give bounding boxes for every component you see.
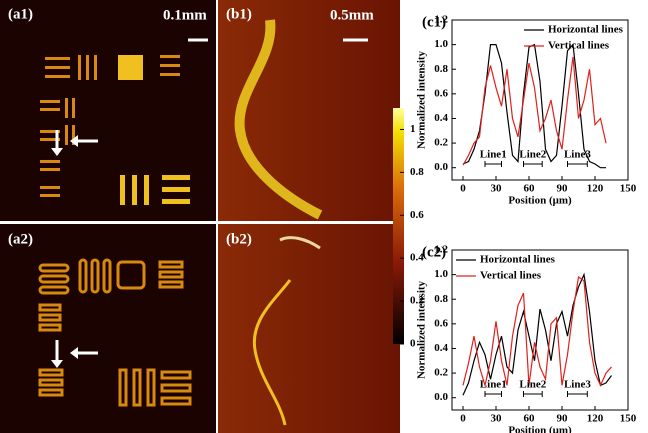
- bracket: [485, 391, 502, 397]
- y-tick-label: 0.8: [434, 63, 448, 75]
- bracket: [524, 391, 543, 397]
- y-axis-label: Normalized intensity: [416, 50, 428, 149]
- y-tick-label: 0.4: [434, 342, 448, 354]
- panel-label: (a2): [8, 231, 33, 247]
- x-tick-label: 60: [524, 183, 536, 195]
- bracket: [568, 391, 588, 397]
- y-tick-label: 0.8: [434, 293, 448, 305]
- y-axis-label: Normalized intensity: [416, 280, 428, 379]
- annotation: Line2: [519, 379, 546, 391]
- y-tick-label: 0.2: [434, 137, 448, 149]
- annotation: Line2: [519, 149, 546, 161]
- chart-title: (c1): [422, 14, 446, 30]
- panel-label: (b2): [226, 231, 252, 247]
- x-tick-label: 60: [524, 413, 536, 425]
- x-tick-label: 30: [491, 183, 503, 195]
- x-tick-label: 150: [620, 183, 637, 195]
- colorbar-tick-label: 0.6: [410, 209, 424, 221]
- x-axis-label: Position (μm): [508, 425, 572, 433]
- legend-label: Vertical lines: [480, 270, 542, 282]
- x-axis-label: Position (μm): [508, 195, 572, 207]
- y-tick-label: 0.0: [434, 161, 448, 173]
- y-tick-label: 0.6: [434, 87, 448, 99]
- y-tick-label: 0.2: [434, 367, 448, 379]
- y-tick-label: 1.0: [434, 268, 448, 280]
- annotation: Line3: [564, 149, 591, 161]
- figure: (a1) (b1) (a2) (b2) 0.1mm 0.5mm 0 0.2 0.4 0…: [0, 0, 648, 433]
- scale-bar-label: 0.1mm: [163, 7, 207, 23]
- image-a1: [0, 0, 216, 221]
- annotation: Line3: [564, 379, 591, 391]
- legend-label: Horizontal lines: [548, 24, 624, 36]
- x-tick-label: 0: [460, 183, 466, 195]
- scale-bar-label: 0.5mm: [330, 7, 374, 23]
- image-b1: [218, 0, 400, 221]
- image-a2: [0, 224, 216, 433]
- y-tick-label: 0.4: [434, 112, 448, 124]
- panel-label: (a1): [8, 6, 33, 22]
- legend-label: Vertical lines: [548, 40, 610, 52]
- x-tick-label: 120: [587, 413, 604, 425]
- colorbar: [393, 108, 404, 344]
- x-tick-label: 30: [491, 413, 503, 425]
- annotation: Line1: [480, 149, 507, 161]
- bracket: [568, 161, 588, 167]
- x-tick-label: 90: [557, 183, 569, 195]
- image-b2: [218, 224, 400, 433]
- x-tick-label: 120: [587, 183, 604, 195]
- bracket: [485, 161, 502, 167]
- x-tick-label: 90: [557, 413, 569, 425]
- chart-title: (c2): [422, 244, 446, 260]
- y-tick-label: 1.0: [434, 38, 448, 50]
- annotation: Line1: [480, 379, 507, 391]
- legend-label: Horizontal lines: [480, 254, 556, 266]
- bracket: [524, 161, 543, 167]
- x-tick-label: 0: [460, 413, 466, 425]
- colorbar-tick-label: 0.8: [410, 166, 424, 178]
- x-tick-label: 150: [620, 413, 637, 425]
- y-tick-label: 0.6: [434, 317, 448, 329]
- panel-label: (b1): [226, 6, 252, 22]
- y-tick-label: 0.0: [434, 391, 448, 403]
